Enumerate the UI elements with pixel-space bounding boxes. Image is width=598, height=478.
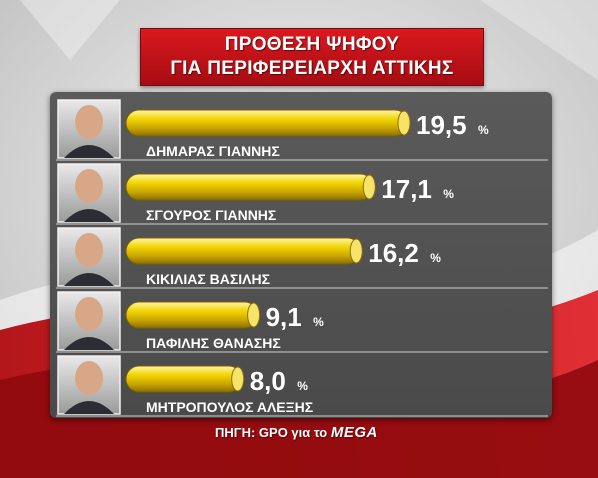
value-unit-1: % [478,123,489,137]
bar-cap-2 [362,174,376,200]
bar-1 [125,109,409,137]
candidate-name-5: ΜΗΤΡΟΠΟΥΛΟΣ ΑΛΕΞΗΣ [146,399,313,415]
source-prefix: ΠΗΓΗ: GPO για το [215,425,328,440]
candidate-name-4: ΠΑΦΙΛΗΣ ΘΑΝΑΣΗΣ [146,335,281,351]
chart-title-box: ΠΡΟΘΕΣΗ ΨΗΦΟΥ ΓΙΑ ΠΕΡΙΦΕΡΕΙΑΡΧΗ ΑΤΤΙΚΗΣ [140,28,484,86]
bar-3 [125,237,361,265]
bar-2 [125,173,374,201]
candidate-photo-4 [57,291,121,351]
bar-cap-5 [231,366,245,392]
value-label-1: 19,5 [416,110,467,140]
bar-cap-4 [247,302,261,328]
value-label-4: 9,1 [266,302,302,332]
candidate-name-3: ΚΙΚΙΛΙΑΣ ΒΑΣΙΛΗΣ [146,271,270,287]
value-unit-3: % [430,251,441,265]
value-label-5: 8,0 [250,366,286,396]
value-unit-4: % [313,315,324,329]
bar-4 [125,301,259,329]
candidate-photo-5 [57,355,121,415]
source-brand-logo: MEGA [330,424,378,441]
bar-cap-1 [397,110,411,136]
bar-cap-3 [349,238,363,264]
source-credit: ΠΗΓΗ: GPO για το MEGA [215,424,378,441]
chart-title-line-2: ΓΙΑ ΠΕΡΙΦΕΡΕΙΑΡΧΗ ΑΤΤΙΚΗΣ [170,58,454,79]
value-unit-5: % [297,379,308,393]
candidate-photo-1 [57,99,121,159]
chart-title-line-1: ΠΡΟΘΕΣΗ ΨΗΦΟΥ [224,34,400,55]
value-unit-2: % [443,187,454,201]
candidate-name-1: ΔΗΜΑΡΑΣ ΓΙΑΝΝΗΣ [146,143,280,159]
bar-5 [125,365,243,393]
value-label-2: 17,1 [381,174,432,204]
candidate-name-2: ΣΓΟΥΡΟΣ ΓΙΑΝΝΗΣ [146,207,276,223]
candidate-photo-2 [57,163,121,223]
value-label-3: 16,2 [368,238,419,268]
candidate-photo-3 [57,227,121,287]
